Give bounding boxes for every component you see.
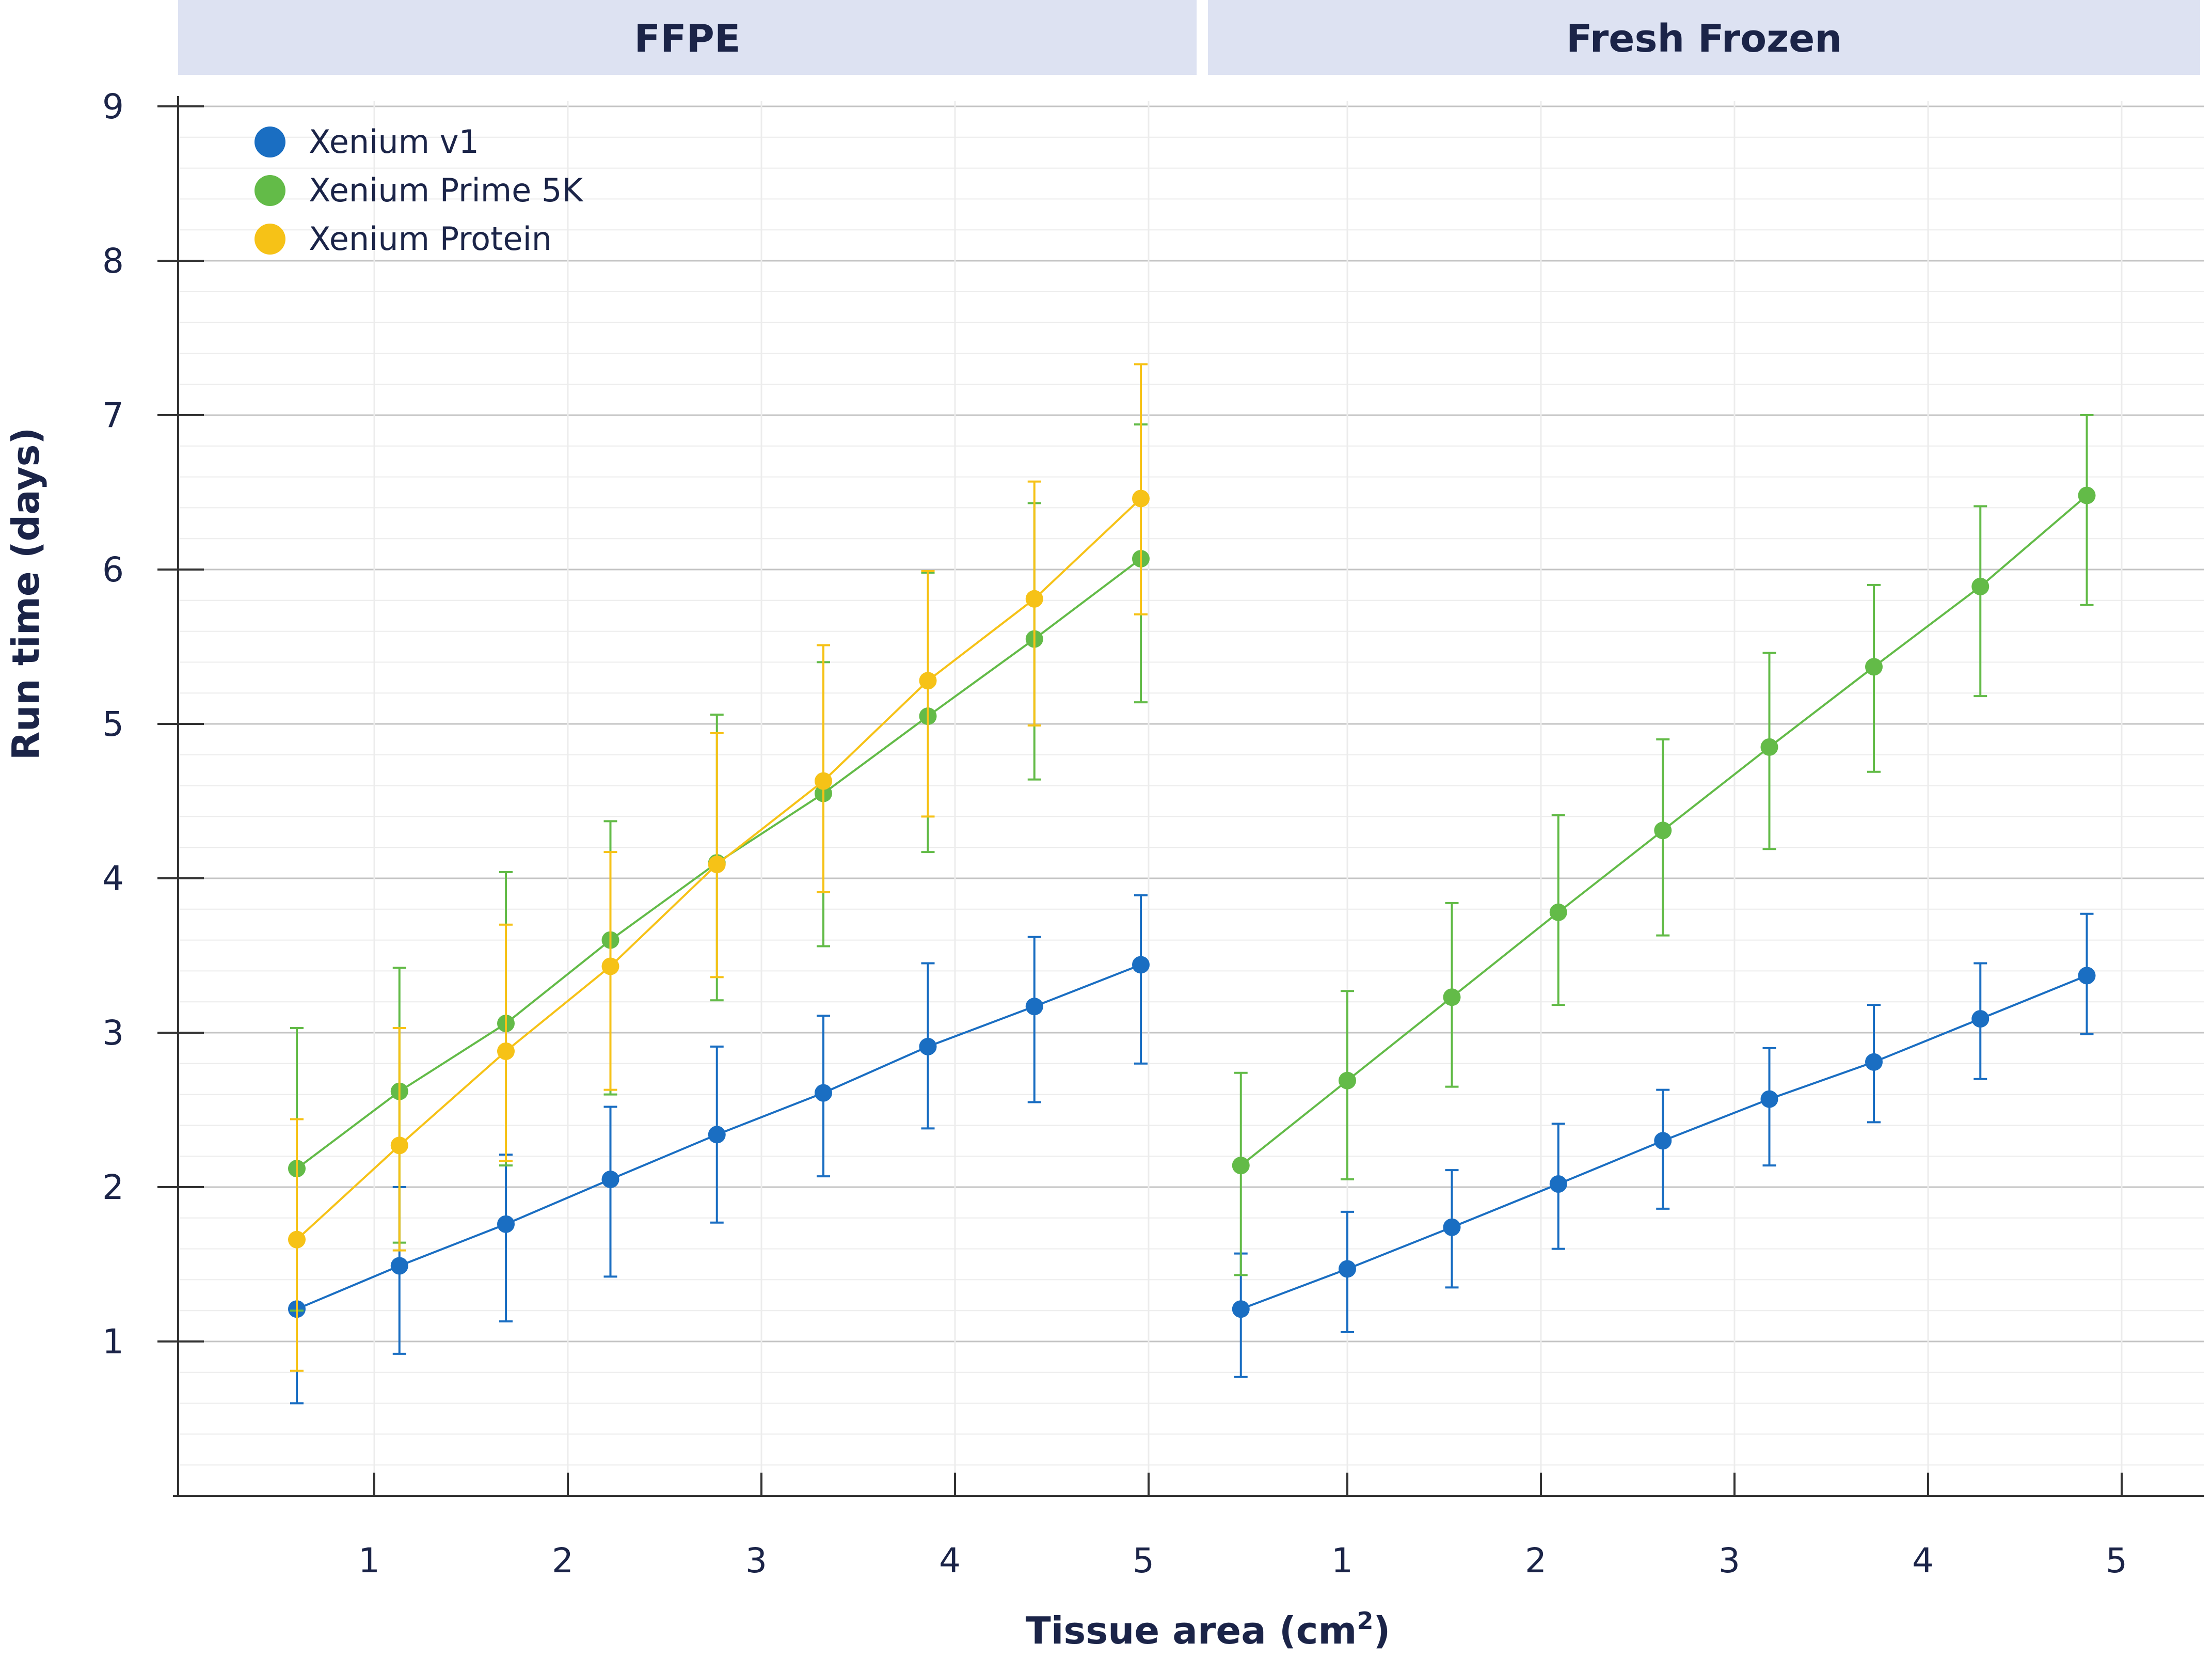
legend-marker-xenium-prime-5k <box>254 175 285 206</box>
panel-title-ffpe: FFPE <box>634 17 741 61</box>
data-point <box>601 1171 619 1189</box>
data-point <box>919 1037 937 1055</box>
data-point <box>815 1084 832 1102</box>
data-point <box>708 856 726 874</box>
data-point <box>1443 1218 1461 1236</box>
x-axis-title-end: ) <box>1373 1609 1390 1652</box>
panel-header-fresh-frozen-bg <box>1208 0 2200 75</box>
data-point <box>497 1042 515 1060</box>
series-xenium-prime-5k <box>1232 414 2096 1276</box>
panel-fresh-frozen <box>1232 414 2096 1378</box>
data-point <box>1654 822 1672 840</box>
data-point <box>1971 577 1990 595</box>
panel-ffpe <box>288 363 1150 1404</box>
x-tick-label: 3 <box>745 1541 767 1581</box>
data-point <box>1549 1175 1567 1193</box>
data-point <box>1443 988 1461 1006</box>
x-axis-title-superscript: 2 <box>1357 1607 1373 1635</box>
x-tick-label: 1 <box>358 1541 380 1581</box>
y-tick-label: 4 <box>102 859 124 898</box>
legend-label-xenium-v1: Xenium v1 <box>309 123 479 161</box>
legend-marker-xenium-protein <box>254 224 285 255</box>
legend-marker-xenium-v1 <box>254 127 285 157</box>
y-tick-label: 3 <box>102 1013 124 1053</box>
data-point <box>1760 738 1778 756</box>
axes: 1 2 3 4 5 6 7 8 9 1 2 3 4 5 1 2 3 4 5 <box>102 87 2204 1581</box>
x-tick-label: 1 <box>1331 1541 1353 1581</box>
x-tick-label: 2 <box>1525 1541 1547 1581</box>
data-point <box>708 1126 726 1144</box>
data-point <box>390 1257 408 1275</box>
series <box>288 363 2096 1404</box>
data-point <box>1865 658 1883 676</box>
data-point <box>1339 1071 1356 1089</box>
data-point <box>1232 1157 1250 1175</box>
x-tick-label: 4 <box>1912 1541 1934 1581</box>
data-point <box>919 672 937 690</box>
panel-header-ffpe-bg <box>178 0 1197 75</box>
y-tick-label: 1 <box>102 1322 124 1362</box>
data-point <box>1865 1053 1883 1071</box>
data-point <box>1232 1300 1250 1318</box>
y-axis-title: Run time (days) <box>4 428 47 761</box>
legend-label-xenium-protein: Xenium Protein <box>309 220 552 258</box>
y-tick-label: 2 <box>102 1167 124 1207</box>
data-point <box>288 1230 306 1249</box>
series-xenium-protein <box>288 363 1150 1372</box>
data-point <box>1132 489 1150 508</box>
y-tick-label: 6 <box>102 550 124 590</box>
legend: Xenium v1 Xenium Prime 5K Xenium Protein <box>254 123 583 258</box>
x-tick-label: 5 <box>2106 1541 2127 1581</box>
data-point <box>390 1136 408 1155</box>
data-point <box>2078 967 2096 985</box>
legend-label-xenium-prime-5k: Xenium Prime 5K <box>309 171 583 209</box>
series-xenium-v1 <box>1232 912 2096 1378</box>
y-tick-label: 8 <box>102 241 124 281</box>
series-xenium-v1 <box>288 894 1150 1404</box>
x-tick-label: 4 <box>939 1541 961 1581</box>
x-tick-label: 3 <box>1718 1541 1740 1581</box>
panel-header-ffpe: FFPE <box>178 0 1197 75</box>
y-tick-label: 7 <box>102 396 124 435</box>
x-axis-title-main: Tissue area (cm <box>1026 1609 1357 1652</box>
panel-header-fresh-frozen: Fresh Frozen <box>1208 0 2200 75</box>
data-point <box>1549 903 1567 921</box>
y-tick-label: 5 <box>102 704 124 744</box>
x-axis-title: Tissue area (cm2) <box>1026 1607 1391 1652</box>
data-point <box>2078 486 2096 504</box>
data-point <box>815 772 832 790</box>
data-point <box>1025 998 1043 1016</box>
panel-title-fresh-frozen: Fresh Frozen <box>1566 17 1842 61</box>
data-point <box>1760 1090 1778 1108</box>
data-point <box>1132 956 1150 974</box>
x-tick-label: 2 <box>552 1541 574 1581</box>
data-point <box>1654 1132 1672 1150</box>
data-point <box>1339 1260 1356 1278</box>
data-point <box>1025 590 1043 608</box>
y-tick-label: 9 <box>102 87 124 127</box>
data-point <box>601 957 619 975</box>
x-tick-label: 5 <box>1133 1541 1154 1581</box>
grid <box>178 101 2204 1496</box>
data-point <box>1971 1010 1990 1028</box>
data-point <box>497 1215 515 1233</box>
